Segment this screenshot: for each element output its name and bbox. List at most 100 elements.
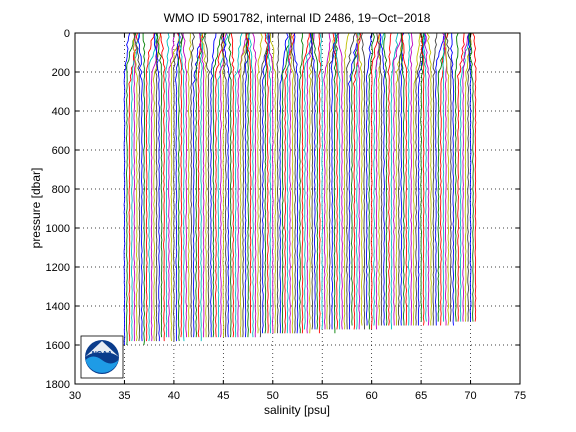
profile-line — [178, 32, 184, 342]
profile-line — [137, 32, 143, 342]
profile-line — [279, 32, 289, 334]
profile-line — [346, 32, 356, 330]
profile-line — [467, 32, 472, 322]
profile-line — [252, 32, 257, 338]
profile-line — [333, 32, 339, 334]
x-tick-label: 60 — [366, 390, 378, 402]
profile-line — [265, 32, 272, 334]
profile-line — [442, 32, 446, 322]
profile-line — [152, 32, 161, 342]
profile-line — [217, 32, 229, 338]
profile-line — [200, 32, 207, 338]
profile-line — [221, 32, 225, 338]
profile-line — [409, 32, 414, 326]
y-tick-label: 600 — [52, 145, 70, 157]
profile-line — [459, 32, 471, 322]
profile-line — [417, 32, 426, 326]
profile-line — [245, 32, 249, 338]
profile-line — [318, 33, 322, 334]
x-axis-label: salinity [psu] — [264, 403, 330, 417]
profile-line — [328, 32, 340, 330]
y-axis: 0 200 400 600 800 1000 1200 1400 1600 1800 — [46, 28, 520, 391]
chart-title: WMO ID 5901782, internal ID 2486, 19−Oct… — [164, 11, 431, 25]
profile-line — [289, 32, 296, 334]
profile-line — [222, 32, 230, 338]
axes-frame — [74, 32, 521, 385]
profile-line — [423, 32, 427, 322]
profile-line — [432, 32, 438, 326]
profile-line — [132, 32, 136, 342]
y-tick-label: 1400 — [46, 301, 70, 313]
profile-line — [311, 32, 319, 330]
y-tick-label: 400 — [52, 106, 70, 118]
profile-line — [310, 32, 314, 330]
profile-line — [262, 32, 272, 334]
profile-line — [175, 32, 181, 342]
profile-line — [442, 32, 448, 326]
profile-line — [420, 32, 424, 322]
profile-line — [334, 32, 341, 330]
profile-line — [264, 32, 269, 334]
y-tick-label: 0 — [64, 28, 70, 40]
profile-line — [348, 32, 359, 330]
profile-line — [197, 32, 204, 338]
profile-line — [376, 32, 383, 326]
profile-line — [176, 32, 183, 338]
profile-line — [220, 32, 227, 338]
profile-line — [319, 32, 324, 330]
profile-line — [182, 32, 188, 338]
y-tick-label: 800 — [52, 184, 70, 196]
profile-line — [309, 32, 316, 330]
y-tick-label: 1800 — [46, 379, 70, 391]
profile-line — [337, 32, 343, 330]
profile-line — [228, 32, 232, 338]
x-axis: 30 35 40 45 50 55 60 65 70 75 — [69, 33, 526, 402]
x-tick-label: 75 — [514, 390, 526, 402]
profile-line — [355, 32, 361, 330]
noaa-logo: NOAA — [80, 335, 124, 379]
profile-line — [304, 32, 314, 330]
y-tick-label: 1000 — [46, 223, 70, 235]
profile-line — [323, 32, 331, 330]
profile-line — [276, 32, 280, 334]
profile-line — [400, 32, 405, 326]
logo-wave-icon — [85, 356, 119, 373]
y-axis-label: pressure [dbar] — [29, 168, 43, 249]
profile-line — [332, 32, 338, 330]
profile-line — [387, 32, 392, 326]
profile-line — [242, 32, 249, 338]
profile-line — [267, 32, 274, 334]
profile-line — [468, 32, 474, 322]
logo-bird-icon — [85, 341, 119, 357]
profile-line — [145, 32, 155, 342]
x-tick-label: 30 — [69, 390, 81, 402]
profile-line — [286, 32, 291, 334]
profile-line — [467, 32, 472, 322]
profile-line — [133, 32, 139, 342]
profile-line — [440, 32, 448, 326]
profile-line — [150, 32, 162, 342]
profile-line — [187, 32, 192, 338]
profile-line — [284, 32, 296, 334]
profile-line — [306, 32, 315, 334]
profile-line — [128, 32, 139, 342]
x-tick-label: 35 — [118, 390, 130, 402]
profile-line — [269, 32, 277, 334]
profile-line — [153, 32, 160, 342]
profile-line — [299, 33, 304, 334]
profile-line — [195, 32, 207, 338]
profile-line — [142, 33, 146, 346]
profile-line — [457, 32, 465, 322]
profile-line — [450, 33, 455, 326]
profile-line — [192, 32, 202, 338]
profile-line — [199, 32, 203, 342]
profile-line — [393, 32, 403, 326]
profile-line — [472, 32, 477, 322]
profile-line — [212, 32, 223, 338]
profile-line — [375, 32, 382, 330]
profile-line — [126, 32, 137, 346]
profile-line — [219, 32, 227, 338]
profile-line — [234, 32, 243, 338]
profile-line — [155, 32, 163, 338]
profile-line — [379, 32, 386, 326]
